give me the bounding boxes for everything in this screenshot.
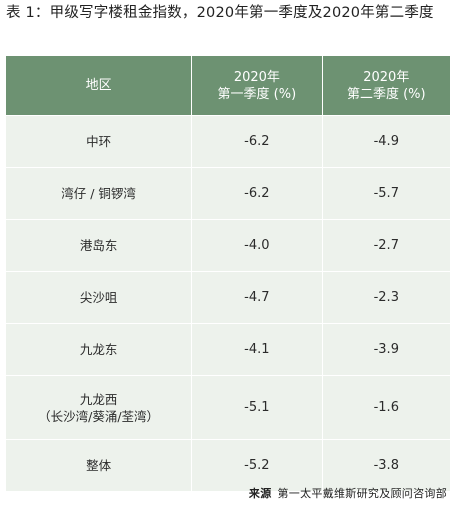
cell-region: 湾仔 / 铜锣湾 bbox=[61, 186, 136, 201]
cell-region: 九龙西 （长沙湾/葵涌/荃湾） bbox=[38, 391, 160, 424]
cell-region: 港岛东 bbox=[79, 238, 118, 253]
header-region: 地区 bbox=[6, 56, 191, 115]
cell-q1: -4.1 bbox=[191, 324, 321, 375]
cell-region: 中环 bbox=[86, 134, 112, 149]
table-row: 尖沙咀 -4.7 -2.3 bbox=[6, 271, 450, 323]
rent-index-table: 地区 2020年 第一季度 (%) 2020年 第二季度 (%) 中环 -6.2… bbox=[6, 56, 450, 491]
header-q1-label: 2020年 第一季度 (%) bbox=[217, 69, 297, 102]
cell-q1: -5.1 bbox=[191, 376, 321, 439]
table-row: 港岛东 -4.0 -2.7 bbox=[6, 219, 450, 271]
cell-q1: -5.2 bbox=[191, 440, 321, 491]
table-header: 地区 2020年 第一季度 (%) 2020年 第二季度 (%) bbox=[6, 56, 450, 115]
cell-q2: -3.9 bbox=[321, 324, 450, 375]
cell-q1: -6.2 bbox=[191, 116, 321, 167]
cell-q2: -3.8 bbox=[321, 440, 450, 491]
table-row: 中环 -6.2 -4.9 bbox=[6, 115, 450, 167]
header-q2: 2020年 第二季度 (%) bbox=[321, 56, 450, 115]
header-q1: 2020年 第一季度 (%) bbox=[191, 56, 321, 115]
source-text: 第一太平戴维斯研究及顾问咨询部 bbox=[277, 487, 447, 500]
table-row: 九龙西 （长沙湾/葵涌/荃湾） -5.1 -1.6 bbox=[6, 375, 450, 439]
cell-q1: -4.7 bbox=[191, 272, 321, 323]
header-region-label: 地区 bbox=[85, 78, 112, 93]
table-title: 表 1：甲级写字楼租金指数，2020年第一季度及2020年第二季度 bbox=[6, 5, 434, 21]
cell-q2: -5.7 bbox=[321, 168, 450, 219]
cell-region: 整体 bbox=[86, 458, 112, 473]
cell-q2: -2.3 bbox=[321, 272, 450, 323]
cell-region: 尖沙咀 bbox=[79, 290, 118, 305]
table-row: 九龙东 -4.1 -3.9 bbox=[6, 323, 450, 375]
cell-q1: -6.2 bbox=[191, 168, 321, 219]
cell-q2: -1.6 bbox=[321, 376, 450, 439]
source-note: 来源 第一太平戴维斯研究及顾问咨询部 bbox=[249, 485, 447, 501]
header-q2-label: 2020年 第二季度 (%) bbox=[346, 69, 426, 102]
cell-region: 九龙东 bbox=[79, 342, 118, 357]
table-row: 湾仔 / 铜锣湾 -6.2 -5.7 bbox=[6, 167, 450, 219]
table-row: 整体 -5.2 -3.8 bbox=[6, 439, 450, 491]
source-label: 来源 bbox=[248, 487, 272, 500]
cell-q1: -4.0 bbox=[191, 220, 321, 271]
cell-q2: -4.9 bbox=[321, 116, 450, 167]
cell-q2: -2.7 bbox=[321, 220, 450, 271]
